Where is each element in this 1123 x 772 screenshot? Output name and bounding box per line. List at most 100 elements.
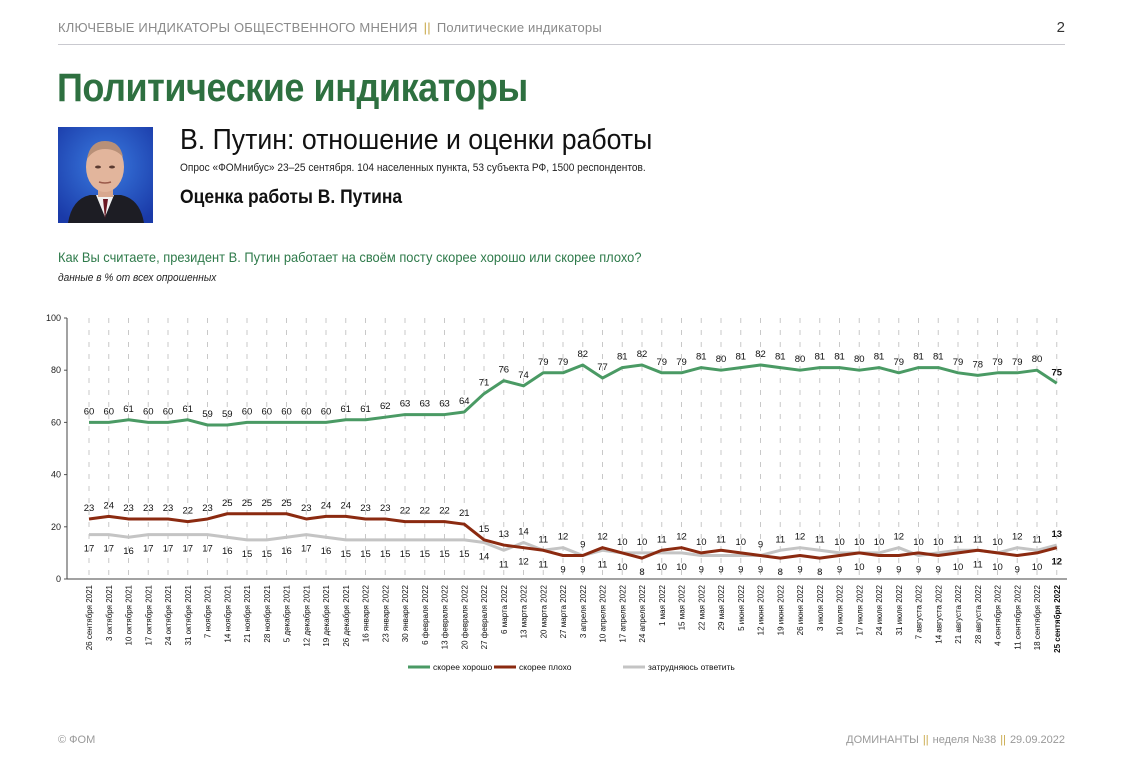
data-label-bad: 25 [281,498,292,509]
data-label-unsure: 10 [834,537,845,548]
data-label-bad: 12 [518,557,529,568]
data-label-bad: 24 [321,500,332,511]
data-label-bad: 22 [419,506,430,517]
data-label-good: 82 [577,349,588,360]
data-label-good: 61 [182,404,193,415]
series-line-0 [89,363,1058,427]
data-label-bad: 23 [301,503,312,514]
data-label-good: 79 [538,357,549,368]
x-tick-label: 25 сентября 2022 [1053,584,1062,652]
y-tick-label: 40 [51,470,61,480]
data-label-unsure: 15 [360,549,371,560]
subtitle: В. Путин: отношение и оценки работы [180,124,653,156]
data-label-unsure: 11 [815,534,825,545]
x-tick-label: 24 июля 2022 [875,584,884,635]
x-tick-label: 3 июля 2022 [816,584,825,631]
data-label-good: 60 [321,406,332,417]
footer-publication: ДОМИНАНТЫ [846,734,919,746]
x-tick-label: 10 июля 2022 [836,584,845,635]
x-tick-label: 11 сентября 2022 [1013,584,1022,649]
survey-info: Опрос «ФОМнибус» 23–25 сентября. 104 нас… [180,162,646,174]
x-tick-label: 13 февраля 2022 [441,584,450,649]
x-tick-label: 26 сентября 2021 [85,584,94,650]
portrait-photo [58,127,153,223]
legend-label: скорее плохо [519,662,572,672]
legend-label: затрудняюсь ответить [648,662,735,672]
data-label-good: 81 [913,352,924,363]
data-label-unsure: 17 [103,544,114,555]
data-label-good: 80 [716,354,727,365]
data-label-unsure: 10 [933,537,944,548]
x-tick-label: 27 февраля 2022 [480,584,489,649]
data-label-unsure: 9 [580,565,585,576]
data-label-bad: 13 [498,529,509,540]
data-label-good: 60 [163,406,174,417]
data-label-unsure: 16 [321,546,332,557]
data-label-bad: 11 [657,534,667,545]
data-label-good: 60 [143,406,154,417]
x-tick-label: 4 сентября 2022 [994,584,1003,645]
data-label-bad: 10 [617,537,628,548]
data-label-good: 79 [656,357,667,368]
x-tick-label: 6 февраля 2022 [421,584,430,644]
footer-info: ДОМИНАНТЫ || неделя №38 || 29.09.2022 [846,734,1065,746]
data-label-bad: 10 [854,537,865,548]
x-tick-label: 31 октября 2021 [184,584,193,645]
data-label-good: 81 [617,352,628,363]
data-label-bad: 25 [222,498,233,509]
data-label-bad: 10 [1032,562,1043,573]
data-label-unsure: 11 [1032,534,1042,545]
data-label-good: 79 [893,357,904,368]
data-label-unsure: 15 [419,549,430,560]
data-label-bad: 22 [439,506,450,517]
data-label-bad: 9 [936,565,941,576]
data-label-good: 59 [202,409,213,420]
data-label-unsure: 15 [400,549,411,560]
data-label-unsure: 15 [340,549,351,560]
data-label-unsure: 12 [1012,532,1023,543]
data-label-good: 60 [242,406,253,417]
data-label-unsure: 17 [143,544,154,555]
x-tick-label: 24 октября 2021 [164,584,173,645]
x-tick-label: 5 июня 2022 [737,584,746,630]
footer-separator: || [922,734,929,746]
data-label-good: 81 [874,352,885,363]
data-label-good: 63 [439,399,450,410]
x-tick-label: 5 декабря 2021 [283,584,292,642]
data-label-good: 82 [637,349,648,360]
data-label-good: 75 [1051,367,1062,378]
data-label-bad: 9 [876,565,881,576]
x-tick-label: 19 декабря 2021 [322,584,331,646]
data-label-bad: 24 [340,500,351,511]
data-label-bad: 25 [242,498,253,509]
data-label-good: 79 [992,357,1003,368]
y-tick-label: 60 [51,417,61,427]
data-label-good: 80 [1032,354,1043,365]
x-tick-label: 16 января 2022 [362,584,371,642]
data-label-unsure: 16 [123,546,134,557]
data-label-unsure: 11 [953,534,963,545]
page-number: 2 [1056,19,1065,36]
x-tick-label: 28 августа 2022 [974,584,983,643]
data-label-unsure: 16 [222,546,233,557]
data-label-bad: 11 [716,534,726,545]
data-label-unsure: 15 [439,549,450,560]
data-label-unsure: 17 [301,544,312,555]
data-label-good: 79 [676,357,687,368]
data-label-good: 79 [1012,357,1023,368]
x-tick-label: 29 мая 2022 [717,584,726,630]
data-label-bad: 8 [817,567,822,578]
x-tick-label: 14 ноября 2021 [223,584,232,642]
data-label-good: 61 [360,404,371,415]
data-label-unsure: 12 [893,532,904,543]
x-tick-label: 20 февраля 2022 [460,584,469,649]
x-tick-label: 17 июля 2022 [855,584,864,635]
data-label-good: 60 [281,406,292,417]
x-tick-label: 14 августа 2022 [934,584,943,643]
data-label-bad: 10 [913,537,924,548]
x-tick-label: 21 августа 2022 [954,584,963,643]
data-label-good: 81 [696,352,707,363]
data-label-bad: 23 [143,503,154,514]
y-tick-label: 20 [51,522,61,532]
